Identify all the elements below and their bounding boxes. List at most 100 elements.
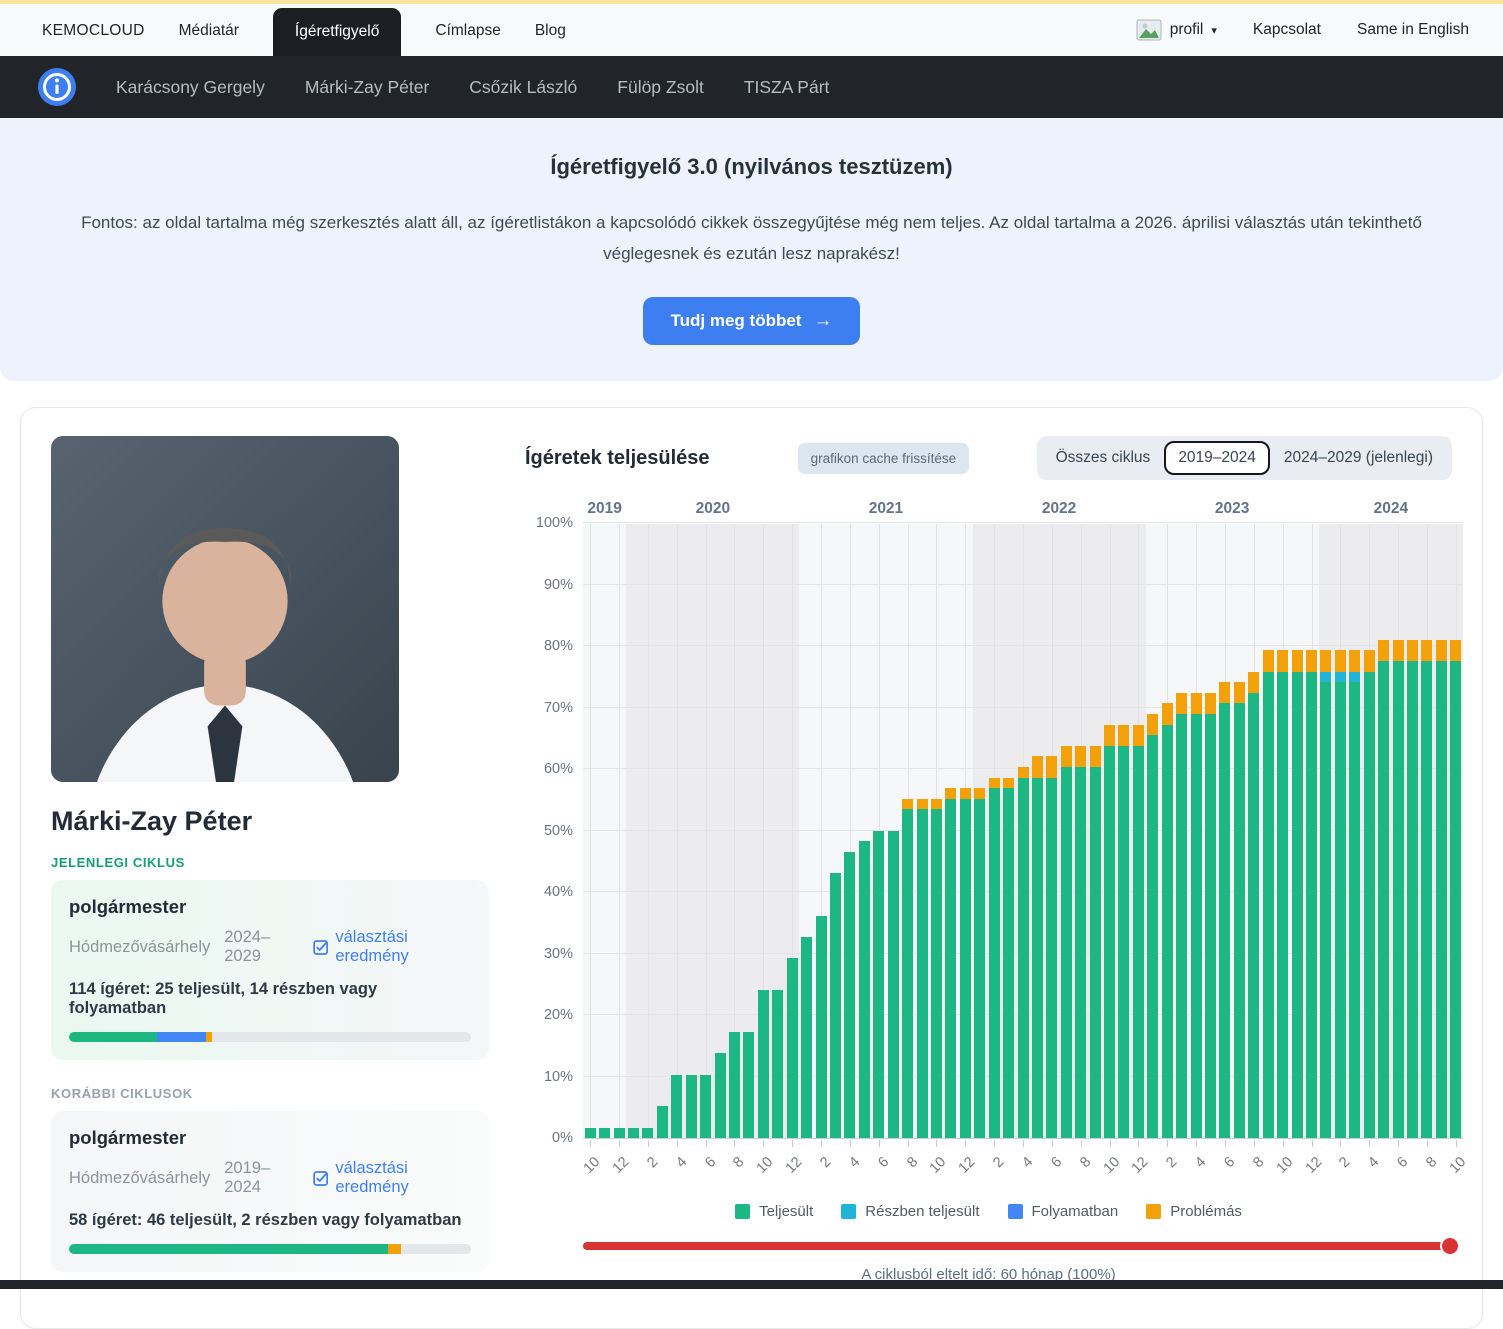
subnav-item-marki-zay-peter[interactable]: Márki-Zay Péter [304, 76, 430, 97]
bar-segment [1147, 714, 1159, 736]
bar-segment [916, 798, 928, 810]
tab-2024-2029[interactable]: 2024–2029 (jelenlegi) [1270, 441, 1447, 475]
stacked-bar-chart: 2019 2020 2021 2022 2023 2024 0% 10% 20% 30% 40% 50… [536, 500, 1469, 1177]
legend-item-problémás[interactable]: Problémás [1146, 1203, 1242, 1220]
v-gridline [590, 524, 592, 1139]
elapsed-time-caption: A ciklusból eltelt idő: 60 hónap (100%) [861, 1266, 1116, 1284]
current-election-result-link[interactable]: választási eredmény [313, 928, 471, 966]
chart-legend: Teljesült Részben teljesült Folyamatban Pro… [525, 1203, 1452, 1220]
bar-segment [1132, 745, 1144, 1139]
bar-segment [1219, 703, 1231, 1139]
x-axis-label: 4 [673, 1154, 691, 1172]
x-axis-tick [1253, 1140, 1255, 1148]
x-axis-tick [1398, 1140, 1400, 1148]
x-axis-tick [734, 1140, 736, 1148]
refresh-cache-button[interactable]: grafikon cache frissítése [797, 442, 970, 474]
current-period: 2024–2029 [224, 928, 271, 966]
nav-item-blog[interactable]: Blog [534, 22, 566, 39]
bar-segment [1031, 756, 1043, 778]
bar-segment [1334, 671, 1346, 683]
politician-profile: Márki-Zay Péter JELENLEGI CIKLUS polgárm… [51, 436, 489, 1298]
year-label-2023: 2023 [1214, 500, 1250, 518]
top-navbar-links: KEMOCLOUD Médiatár Ígéretfigyelő Címlaps… [42, 4, 566, 56]
legend-item-részben-teljesült[interactable]: Részben teljesült [841, 1203, 980, 1220]
chart-bar [902, 798, 914, 1139]
profile-menu[interactable]: profil ▾ [1136, 19, 1217, 41]
bar-segment [1075, 767, 1087, 1139]
subnav-item-karacsony-gergely[interactable]: Karácsony Gergely [116, 76, 265, 97]
bar-segment [1190, 714, 1202, 1139]
bar-segment [627, 1127, 639, 1139]
subnav-item-csozik-laszlo[interactable]: Csőzik László [469, 76, 578, 97]
learn-more-button[interactable]: Tudj meg többet → [642, 297, 861, 346]
promises-chart-panel: Ígéretek teljesülése grafikon cache fris… [525, 436, 1469, 1298]
nav-item-language[interactable]: Same in English [1356, 21, 1469, 38]
x-axis-tick [1282, 1140, 1284, 1148]
chart-bar [974, 788, 986, 1139]
bar-segment [1435, 661, 1447, 1139]
bar-segment [1421, 639, 1433, 662]
legend-label: Folyamatban [1031, 1203, 1119, 1221]
x-axis-label: 8 [1423, 1154, 1441, 1172]
previous-summary: 58 ígéret: 46 teljesült, 2 részben vagy … [69, 1211, 462, 1230]
x-axis-tick [821, 1140, 823, 1148]
time-slider-thumb[interactable] [1442, 1238, 1458, 1255]
y-axis-label: 10% [543, 1068, 573, 1085]
current-meta-row: Hódmezővásárhely 2024–2029 választási er… [69, 928, 471, 966]
x-axis-tick [1426, 1140, 1428, 1148]
subnav-item-tisza-part[interactable]: TISZA Párt [743, 76, 830, 97]
checkbox-icon [313, 939, 329, 955]
previous-city: Hódmezővásárhely [69, 1168, 211, 1187]
h-gridline [583, 522, 1463, 524]
x-axis-tick [1311, 1140, 1313, 1148]
chart-bar [1118, 724, 1130, 1139]
footer-bar [0, 1280, 1503, 1289]
nav-item-mediatar[interactable]: Médiatár [178, 22, 239, 39]
tab-osszes-ciklus[interactable]: Összes ciklus [1042, 441, 1165, 475]
legend-item-folyamatban[interactable]: Folyamatban [1007, 1203, 1119, 1221]
chart-bar [959, 788, 971, 1139]
y-axis-label: 30% [543, 945, 573, 962]
y-axis-label: 40% [543, 884, 573, 901]
chart-plot-area: 2019 2020 2021 2022 2023 2024 0% 10% 20% 30% 40% 50… [536, 500, 1469, 1177]
x-axis-tick [792, 1140, 794, 1148]
previous-period: 2019–2024 [224, 1159, 271, 1197]
brand-link[interactable]: KEMOCLOUD [42, 22, 145, 39]
bar-segment [988, 788, 1000, 1139]
bar-segment [1349, 682, 1361, 1139]
nav-item-igeretfigyelo-active[interactable]: Ígéretfigyelő [272, 8, 402, 56]
x-axis-label: 8 [1076, 1154, 1095, 1172]
tab-2019-2024[interactable]: 2019–2024 [1164, 441, 1270, 476]
x-axis-label: 12 [1128, 1154, 1152, 1177]
x-axis-tick [619, 1140, 621, 1148]
subnav-item-fulop-zsolt[interactable]: Fülöp Zsolt [617, 76, 704, 97]
bar-segment [815, 915, 827, 1139]
previous-election-result-link[interactable]: választási eredmény [313, 1159, 471, 1197]
chart-bar [1176, 692, 1188, 1139]
previous-progress-bar [69, 1244, 471, 1255]
chart-bar [1190, 692, 1202, 1139]
x-axis-tick [763, 1140, 765, 1148]
chart-bar [829, 873, 841, 1139]
x-axis-tick [1109, 1140, 1111, 1148]
bar-segment [873, 830, 885, 1139]
v-gridline [763, 524, 765, 1139]
nav-item-kapcsolat[interactable]: Kapcsolat [1252, 21, 1321, 38]
bar-segment [1392, 661, 1404, 1139]
v-gridline [619, 524, 621, 1139]
v-gridline [705, 524, 707, 1139]
info-icon[interactable] [38, 68, 76, 106]
hero-title: Ígéretfigyelő 3.0 (nyilvános tesztüzem) [550, 154, 953, 179]
chart-bar [772, 989, 784, 1139]
time-slider[interactable] [583, 1238, 1458, 1255]
x-axis-label: 2 [990, 1154, 1008, 1172]
top-accent-line [0, 0, 1503, 4]
bar-segment [1104, 745, 1116, 1139]
x-axis-label: 12 [955, 1154, 979, 1177]
year-label-2022: 2022 [1041, 500, 1077, 518]
x-axis-label: 4 [1365, 1154, 1383, 1172]
nav-item-cimlapse[interactable]: Címlapse [435, 22, 501, 39]
y-axis-label: 70% [543, 699, 573, 716]
legend-item-teljesült[interactable]: Teljesült [735, 1203, 813, 1220]
x-axis-tick [1023, 1140, 1024, 1148]
